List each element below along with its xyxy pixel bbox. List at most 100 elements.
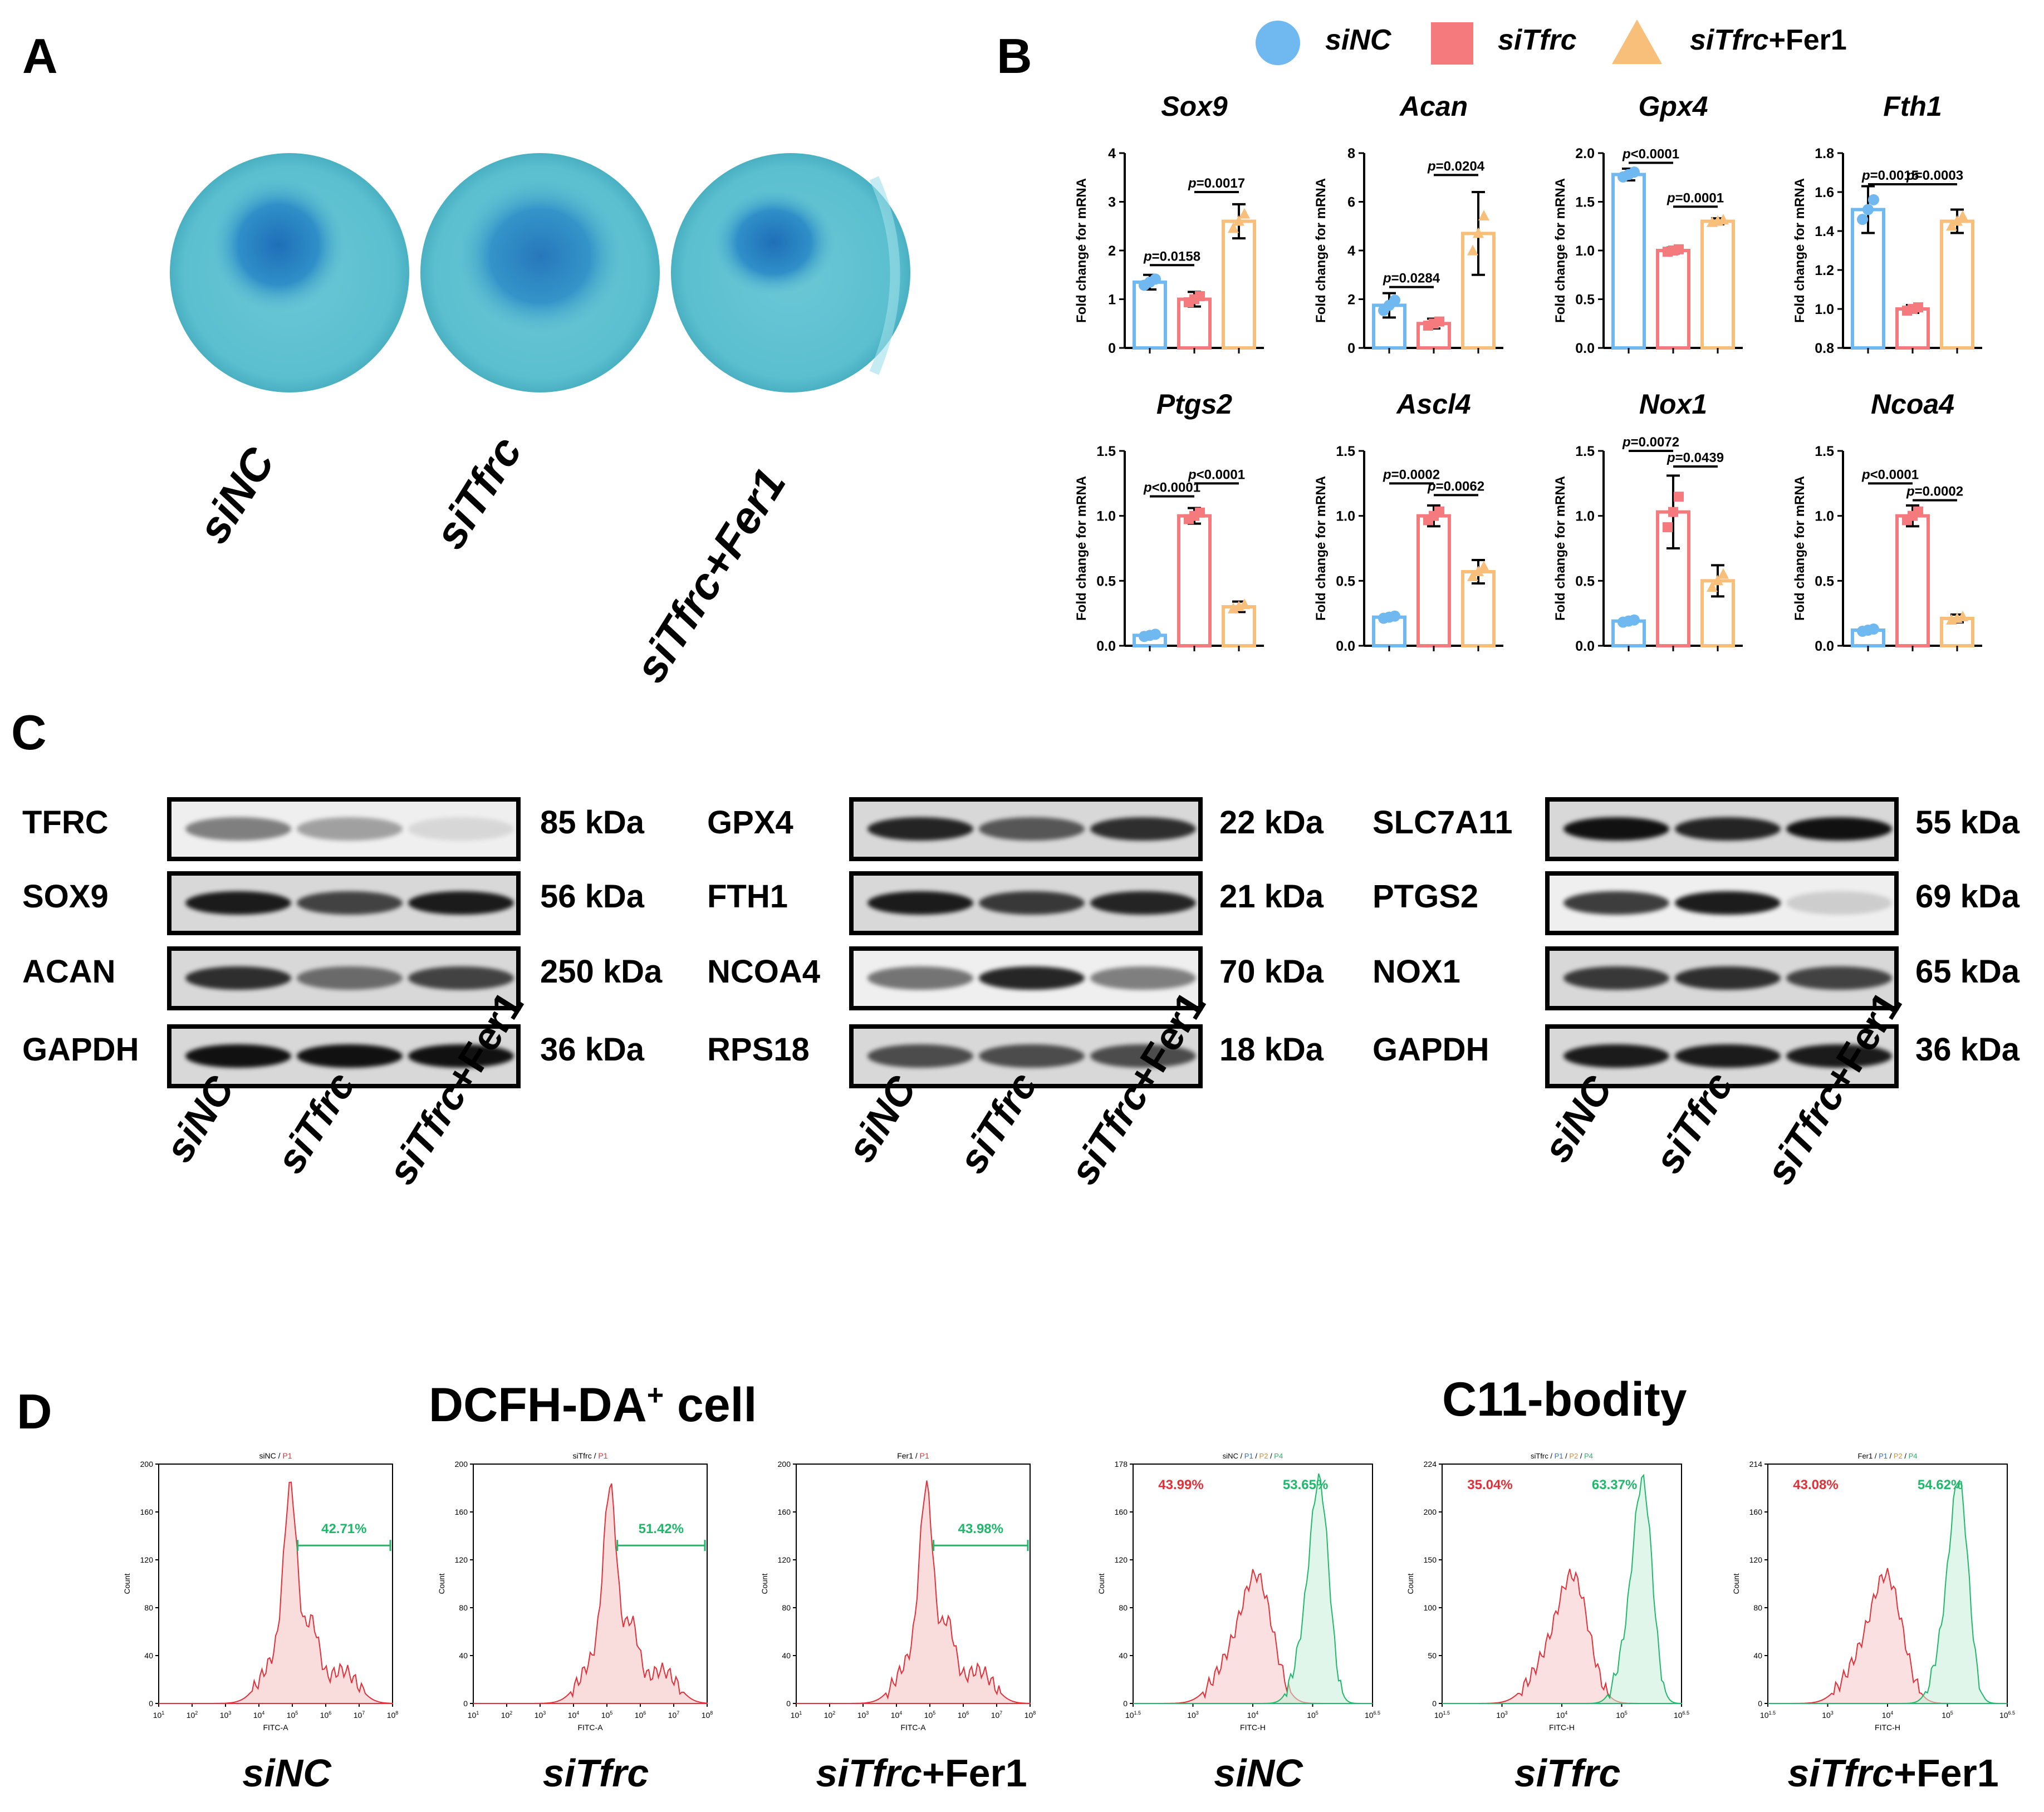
panel-d-flow-plots: siNC / P1 0 40 80 120 160 200 101 102 103 104 105 10… (122, 1451, 2015, 1732)
band-lane-2 (297, 817, 403, 841)
p-value-label: p=0.0439 (1666, 450, 1724, 465)
p-value-label: p=0.0017 (1188, 176, 1245, 191)
green-percent: 63.37% (1592, 1477, 1637, 1492)
y-axis-label: Fold change for mRNA (1313, 178, 1329, 323)
blot-ptgs2 (1545, 871, 1899, 935)
flow-caption-sitfrc-fer1-2: siTfrc+Fer1 (1787, 1751, 1999, 1795)
red-percent: 43.08% (1793, 1477, 1838, 1492)
chart-fth1: Fth1 Fold change for mRNA 0.8 1.0 1.2 1.4 1.6 1… (1792, 91, 1982, 356)
x-tick-label: 105 (1942, 1710, 1953, 1720)
y-tick-label: 1.0 (1815, 302, 1834, 317)
x-tick-label: 103 (220, 1710, 232, 1720)
data-point (1239, 598, 1250, 610)
y-tick-label: 2.0 (1575, 146, 1595, 161)
data-point (1467, 244, 1478, 256)
y-tick-label: 0 (1432, 1699, 1437, 1708)
x-tick-label: 102 (187, 1710, 198, 1720)
chart-title: Nox1 (1639, 389, 1707, 420)
y-tick-label: 120 (1115, 1555, 1128, 1564)
x-tick-label: 108 (387, 1710, 399, 1720)
y-tick-label: 120 (140, 1555, 154, 1564)
p-value-label: p<0.0001 (1188, 467, 1245, 482)
band-lane-2 (1675, 891, 1781, 915)
plot-header: siNC / P1 (259, 1451, 292, 1460)
y-tick-label: 1.5 (1575, 195, 1595, 210)
dish-sinc (170, 153, 409, 392)
chart-title: Ptgs2 (1156, 389, 1232, 420)
y-tick-label: 214 (1749, 1460, 1763, 1469)
x-tick-label: 104 (253, 1710, 265, 1720)
protein-label-rps18: RPS18 (707, 1032, 810, 1068)
p-value-label: p=0.0015 (1861, 168, 1919, 183)
y-axis-label: Count (1097, 1573, 1106, 1594)
data-point (1674, 244, 1684, 254)
chart-title: Acan (1399, 91, 1468, 122)
panel-label-a: A (22, 28, 58, 84)
y-tick-label: 1.0 (1575, 243, 1595, 259)
data-point (1946, 220, 1957, 231)
x-axis-label: FITC-H (1240, 1723, 1266, 1732)
data-point (1868, 194, 1879, 205)
y-tick-label: 80 (459, 1603, 468, 1612)
dcfh-histogram-2: siTfrc / P1 0 40 80 120 160 200 101 102 103 104 105… (437, 1451, 713, 1732)
band-lane-3 (1786, 966, 1892, 990)
protein-label-gpx4: GPX4 (707, 804, 793, 841)
p-value-label: p=0.0062 (1427, 479, 1484, 494)
x-tick-label: 105 (601, 1710, 613, 1720)
x-axis-label: FITC-A (900, 1723, 926, 1732)
kda-label: 69 kDa (1915, 878, 2020, 915)
data-point (1239, 208, 1250, 219)
chart-title: Ncoa4 (1871, 389, 1954, 420)
y-tick-label: 50 (1428, 1651, 1437, 1660)
y-axis-label: Fold change for mRNA (1553, 178, 1568, 323)
band-lane-2 (1675, 1044, 1781, 1068)
y-tick-label: 0 (1108, 341, 1116, 356)
data-point (1668, 507, 1678, 517)
y-tick-label: 0.5 (1336, 573, 1355, 589)
y-tick-label: 2 (1347, 292, 1355, 308)
x-tick-label: 105 (924, 1710, 936, 1720)
x-tick-label: 101 (468, 1710, 479, 1720)
plot-header: siNC / P1 / P2 / P4 (1223, 1452, 1283, 1460)
dish-sitfrc-fer1 (671, 153, 910, 392)
data-point (1478, 561, 1489, 572)
y-axis-label: Count (760, 1573, 769, 1594)
x-tick-label: 107 (668, 1710, 680, 1720)
y-tick-label: 0.0 (1575, 639, 1595, 654)
p-value-label: p<0.0001 (1622, 147, 1679, 162)
x-tick-label: 106.5 (1999, 1710, 2015, 1720)
x-tick-label: 105 (287, 1710, 298, 1720)
y-tick-label: 1.2 (1815, 263, 1834, 278)
x-tick-label: 106.5 (1674, 1710, 1689, 1720)
band-lane-3 (1090, 966, 1196, 990)
chart-title: Gpx4 (1638, 91, 1708, 122)
bar-sinc (1133, 280, 1167, 350)
x-tick-label: 102 (501, 1710, 513, 1720)
y-tick-label: 0.0 (1815, 639, 1834, 654)
band-lane-1 (185, 1044, 291, 1068)
p-value-label: p=0.0001 (1666, 190, 1724, 205)
x-tick-label: 103 (1496, 1710, 1508, 1720)
chart-title: Sox9 (1161, 91, 1228, 122)
panel-b-bar-charts: Sox9 Fold change for mRNA 0 1 2 3 4 p=0.0158 p=0… (1074, 91, 1982, 654)
y-tick-label: 80 (144, 1603, 153, 1612)
y-tick-label: 1.0 (1336, 509, 1355, 524)
blot-rps18 (849, 1024, 1203, 1088)
plot-header: Fer1 / P1 (897, 1451, 929, 1460)
p-value-label: p=0.0002 (1383, 467, 1440, 482)
data-point (1718, 214, 1729, 225)
band-lane-1 (1563, 966, 1669, 990)
data-point (1473, 227, 1484, 238)
y-axis-label: Fold change for mRNA (1074, 178, 1089, 323)
x-tick-label: 103 (535, 1710, 546, 1720)
x-tick-label: 101 (791, 1710, 802, 1720)
y-tick-label: 40 (782, 1651, 791, 1660)
y-tick-label: 8 (1347, 146, 1355, 161)
p-value-label: p=0.0002 (1906, 484, 1963, 499)
y-tick-label: 160 (1115, 1507, 1128, 1516)
legend: siNC siTfrc siTfrc+Fer1 (1253, 17, 2032, 67)
panel-label-c: C (11, 705, 47, 760)
gate-percent: 43.98% (958, 1521, 1003, 1536)
kda-label: 56 kDa (540, 878, 645, 915)
bar-sitfrc (1895, 514, 1930, 647)
